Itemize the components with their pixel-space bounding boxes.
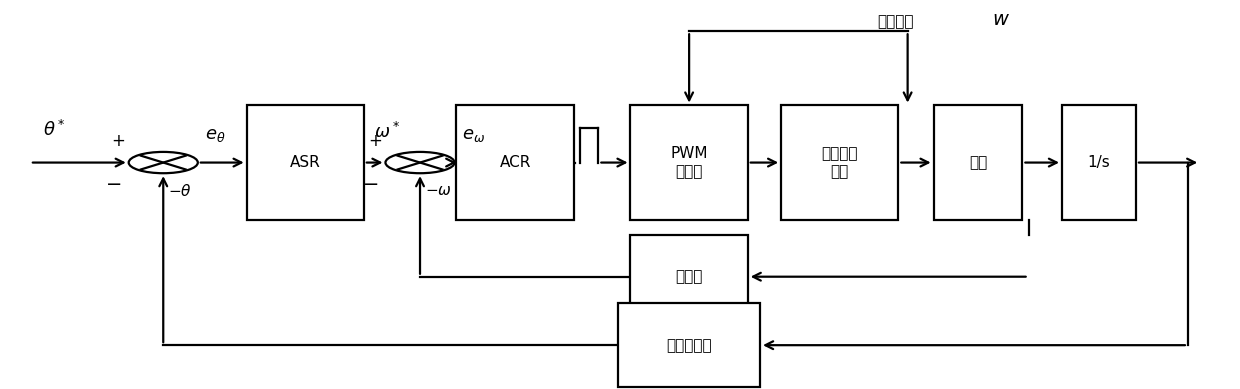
Text: $-\theta$: $-\theta$ [169, 183, 192, 199]
Text: $e_\theta$: $e_\theta$ [206, 126, 226, 144]
Text: +: + [368, 132, 382, 150]
Text: $-\omega$: $-\omega$ [425, 183, 451, 198]
Bar [619, 303, 760, 387]
Bar [456, 105, 574, 220]
Text: ASR: ASR [290, 155, 321, 170]
Text: 旋转变压器: 旋转变压器 [666, 338, 712, 353]
Text: PWM
驱动器: PWM 驱动器 [671, 146, 708, 179]
Bar [1061, 105, 1136, 220]
Text: 1/s: 1/s [1087, 155, 1110, 170]
Text: −: − [107, 175, 123, 194]
Bar [934, 105, 1023, 220]
Text: $\theta^*$: $\theta^*$ [43, 120, 66, 140]
Text: $\omega^*$: $\omega^*$ [373, 121, 401, 142]
Bar [247, 105, 363, 220]
Bar [781, 105, 898, 220]
Circle shape [386, 152, 455, 173]
Text: −: − [363, 175, 379, 194]
Text: $w$: $w$ [992, 11, 1009, 30]
Text: 外部扰动: 外部扰动 [877, 14, 914, 30]
Text: ACR: ACR [500, 155, 531, 170]
Text: 陀螺仪: 陀螺仪 [676, 269, 703, 284]
Text: 直流力矩
电机: 直流力矩 电机 [821, 146, 858, 179]
Text: $e_\omega$: $e_\omega$ [463, 126, 485, 144]
Bar [630, 105, 748, 220]
Circle shape [129, 152, 198, 173]
Text: +: + [112, 132, 125, 150]
Text: 瞄具: 瞄具 [968, 155, 987, 170]
Bar [630, 235, 748, 319]
